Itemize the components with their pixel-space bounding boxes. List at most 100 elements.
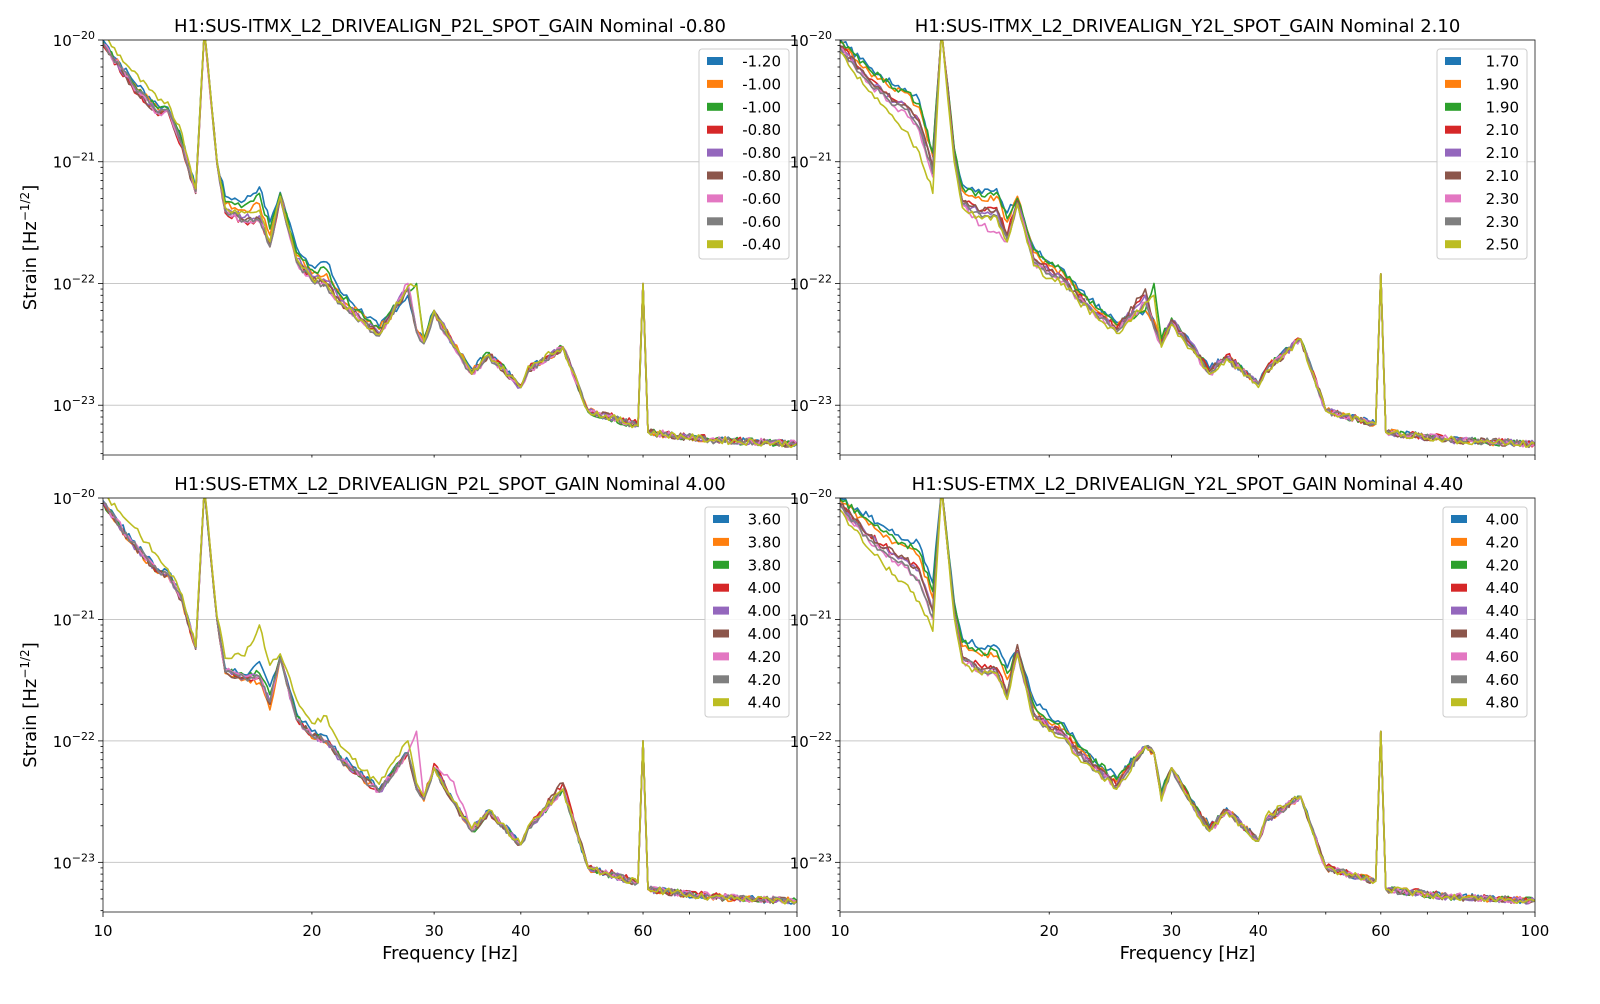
subplot-title: H1:SUS-ITMX_L2_DRIVEALIGN_P2L_SPOT_GAIN … (174, 16, 726, 37)
legend-swatch (1451, 675, 1467, 684)
y-tick-exponent: −22 (809, 272, 832, 285)
legend-label: 3.60 (748, 511, 781, 529)
x-tick-label: 30 (1162, 922, 1181, 940)
legend-swatch (1445, 125, 1461, 134)
legend-label: 4.20 (748, 648, 781, 666)
legend-label: -0.80 (742, 121, 781, 139)
series-line-5 (840, 498, 1535, 905)
x-tick-label: 60 (1371, 922, 1390, 940)
legend-swatch (1451, 629, 1467, 638)
legend-label: 2.10 (1486, 121, 1519, 139)
legend-label: 2.30 (1486, 213, 1519, 231)
y-tick-base: 10 (53, 733, 72, 751)
legend-swatch (1451, 698, 1467, 707)
y-tick-base: 10 (790, 490, 809, 508)
series-line-6 (840, 40, 1535, 449)
legend-swatch (1445, 148, 1461, 157)
series-line-3 (103, 498, 797, 905)
y-tick-exponent: −23 (72, 851, 95, 864)
series-line-8 (103, 498, 797, 905)
legend-swatch (707, 57, 723, 65)
y-tick-label: 10−21 (53, 151, 95, 172)
y-tick-label: 10−23 (53, 394, 95, 415)
series-line-6 (103, 40, 797, 448)
legend-frame (1436, 48, 1528, 260)
legend-swatch (1451, 606, 1467, 615)
series-line-9 (106, 498, 797, 905)
legend-label: 4.60 (1486, 671, 1519, 689)
series-line-5 (103, 498, 797, 905)
subplot-title: H1:SUS-ETMX_L2_DRIVEALIGN_Y2L_SPOT_GAIN … (912, 474, 1464, 495)
series-line-7 (103, 498, 797, 904)
series-line-5 (103, 40, 797, 447)
y-tick-label: 10−23 (790, 851, 832, 872)
x-tick-label: 60 (633, 922, 652, 940)
y-tick-base: 10 (790, 154, 809, 172)
legend-swatch (713, 675, 729, 684)
y-tick-base: 10 (53, 154, 72, 172)
series-line-2 (840, 40, 1535, 447)
legend-swatch (713, 652, 729, 661)
legend-swatch (1445, 102, 1461, 111)
series-line-5 (840, 40, 1535, 447)
x-tick-label: 100 (783, 922, 812, 940)
y-tick-base: 10 (53, 32, 72, 50)
legend-swatch (1445, 217, 1461, 226)
legend-swatch (1451, 560, 1467, 569)
legend-swatch (707, 79, 723, 88)
y-tick-label: 10−22 (790, 730, 832, 751)
series-line-1 (103, 498, 797, 905)
y-tick-base: 10 (53, 490, 72, 508)
legend: 4.00 4.20 4.20 4.40 4.40 4.40 4.60 4.60 4.80 (1442, 506, 1528, 718)
legend-swatch (1445, 240, 1461, 249)
subplot-title: H1:SUS-ETMX_L2_DRIVEALIGN_P2L_SPOT_GAIN … (174, 474, 726, 495)
x-tick-label: 40 (511, 922, 530, 940)
series-lines (840, 40, 1535, 449)
legend-swatch (1451, 515, 1467, 523)
legend-swatch (707, 194, 723, 203)
y-tick-exponent: −20 (809, 29, 832, 42)
x-axis-label: Frequency [Hz] (382, 943, 518, 964)
axes-frame (102, 39, 798, 456)
y-tick-base: 10 (790, 275, 809, 293)
series-line-2 (103, 40, 797, 447)
y-axis-label: Strain [Hz−1/2] (18, 642, 41, 767)
y-tick-base: 10 (53, 611, 72, 629)
legend-swatch (713, 698, 729, 707)
series-line-3 (840, 40, 1535, 447)
legend-label: -0.80 (742, 167, 781, 185)
y-tick-exponent: −23 (809, 851, 832, 864)
y-axis-label-exponent: −1/2 (18, 649, 32, 678)
legend-swatch (707, 148, 723, 157)
legend-label: -1.20 (742, 53, 781, 71)
legend-label: 3.80 (748, 556, 781, 574)
y-tick-base: 10 (790, 32, 809, 50)
legend: 1.70 1.90 1.90 2.10 2.10 2.10 2.30 2.30 2.50 (1436, 48, 1528, 260)
legend-label: 1.70 (1486, 53, 1519, 71)
legend-label: 4.40 (1486, 579, 1519, 597)
y-tick-label: 10−23 (53, 851, 95, 872)
legend-swatch (707, 171, 723, 180)
legend-label: 1.90 (1486, 75, 1519, 93)
legend-swatch (1451, 583, 1467, 592)
y-tick-exponent: −21 (809, 608, 832, 621)
legend-label: 4.80 (1486, 694, 1519, 712)
y-tick-base: 10 (53, 397, 72, 415)
y-tick-exponent: −22 (72, 730, 95, 743)
legend-label: 2.10 (1486, 144, 1519, 162)
series-line-4 (840, 40, 1535, 448)
y-tick-base: 10 (790, 397, 809, 415)
series-lines (103, 498, 797, 905)
legend-label: -1.00 (742, 98, 781, 116)
series-line-7 (840, 498, 1535, 904)
legend-swatch (707, 102, 723, 111)
series-lines (103, 40, 797, 449)
legend-swatch (707, 217, 723, 226)
legend-label: 4.40 (1486, 625, 1519, 643)
axes-frame (839, 39, 1536, 456)
series-line-1 (840, 498, 1535, 905)
legend-label: 4.20 (1486, 556, 1519, 574)
